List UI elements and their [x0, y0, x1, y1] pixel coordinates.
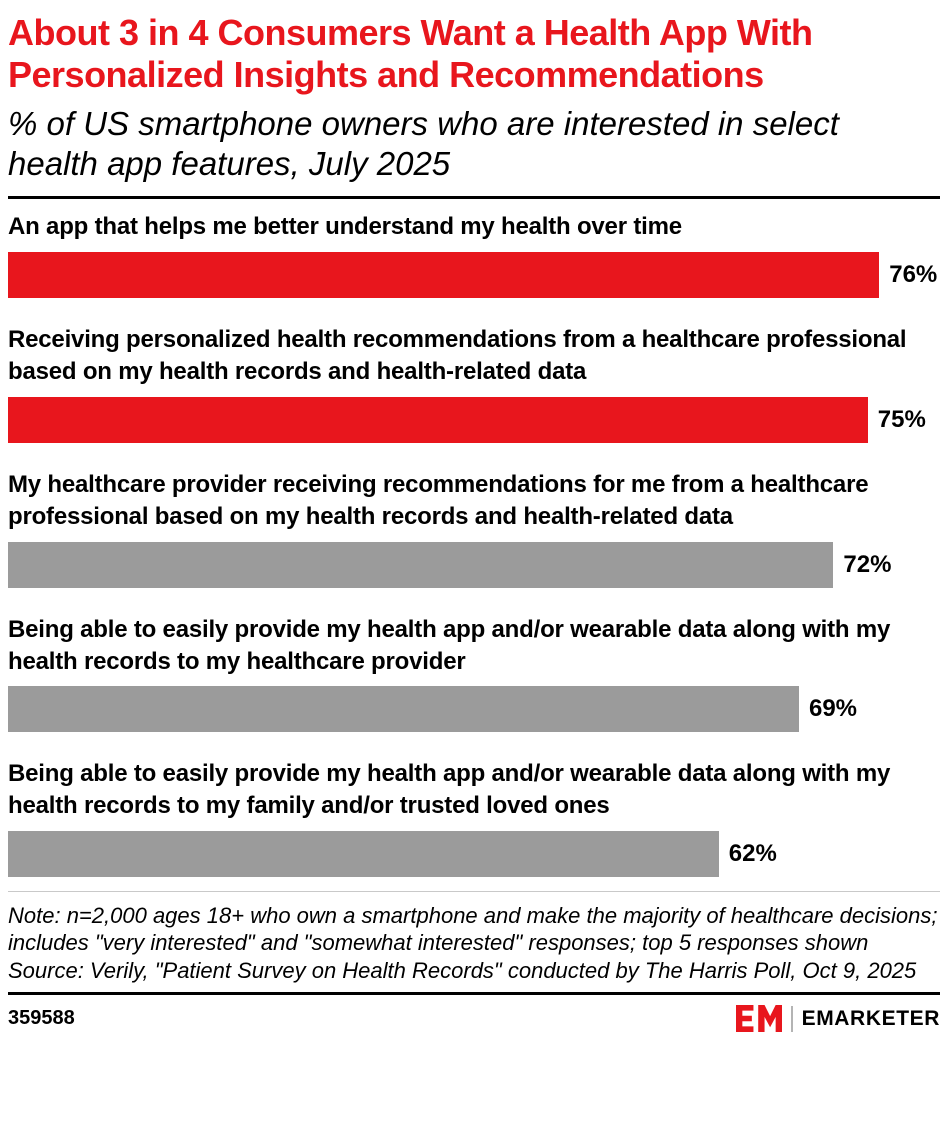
footer-divider — [8, 992, 940, 996]
em-logo-icon — [735, 1005, 782, 1032]
bar-value: 76% — [889, 260, 938, 288]
bar-value: 72% — [843, 550, 892, 578]
bar-fill — [8, 251, 880, 298]
header: About 3 in 4 Consumers Want a Health App… — [8, 12, 940, 184]
bar-track: 76% — [8, 251, 940, 298]
logo-divider-line — [790, 1005, 793, 1032]
bar-track: 62% — [8, 831, 940, 878]
bar-value: 69% — [808, 695, 858, 723]
bar-fill — [8, 396, 868, 443]
bar-label: Being able to easily provide my health a… — [8, 760, 891, 820]
footer-bar: 359588 EMARKETER — [8, 995, 940, 1032]
chart-title: About 3 in 4 Consumers Want a Health App… — [8, 12, 813, 96]
bar-rows: An app that helps me better understand m… — [8, 211, 940, 878]
bar-row: My healthcare provider receiving recomme… — [8, 469, 940, 588]
bar-fill — [8, 541, 834, 588]
bar-label: My healthcare provider receiving recomme… — [8, 470, 869, 530]
emarketer-logo: EMARKETER — [735, 1005, 940, 1032]
notes-section: Note: n=2,000 ages 18+ who own a smartph… — [8, 891, 940, 984]
bar-row: Receiving personalized health recommenda… — [8, 324, 940, 443]
bar-row: Being able to easily provide my health a… — [8, 758, 940, 878]
bar-value: 75% — [877, 405, 926, 433]
bar-row: Being able to easily provide my health a… — [8, 614, 940, 733]
bar-track: 72% — [8, 541, 940, 588]
bar-track: 69% — [8, 686, 940, 733]
source-text: Source: Verily, "Patient Survey on Healt… — [8, 957, 917, 983]
bar-label: An app that helps me better understand m… — [8, 213, 682, 241]
page: About 3 in 4 Consumers Want a Health App… — [8, 12, 940, 1032]
header-divider — [8, 196, 940, 200]
bar-row: An app that helps me better understand m… — [8, 211, 940, 298]
chart-subtitle: % of US smartphone owners who are intere… — [8, 105, 839, 183]
chart-id: 359588 — [8, 1007, 75, 1030]
note-text: Note: n=2,000 ages 18+ who own a smartph… — [8, 903, 938, 956]
bar-chart: An app that helps me better understand m… — [8, 211, 940, 878]
bar-label: Receiving personalized health recommenda… — [8, 325, 907, 385]
bar-track: 75% — [8, 396, 940, 443]
brand-wordmark: EMARKETER — [801, 1006, 940, 1030]
bar-fill — [8, 686, 799, 733]
bar-fill — [8, 831, 719, 878]
bar-value: 62% — [728, 840, 777, 868]
bar-label: Being able to easily provide my health a… — [8, 615, 891, 675]
